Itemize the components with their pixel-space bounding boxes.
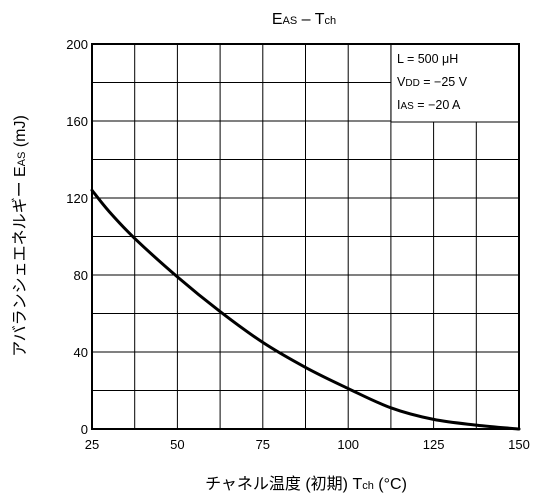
annotation-vdd: VDD = −25 V	[397, 75, 468, 89]
x-tick-label-5: 150	[508, 437, 530, 452]
y-tick-label-5: 200	[66, 37, 88, 52]
x-axis-label: チャネル温度 (初期) Tch (°C)	[205, 475, 407, 493]
y-axis-label: アバランシェエネルギー EAS (mJ)	[11, 115, 29, 357]
x-tick-label-3: 100	[337, 437, 359, 452]
annotation-inductance: L = 500 μH	[397, 52, 458, 66]
tick-labels: 25 50 75 100 125 150 0 40 80 120 160 200	[66, 37, 530, 452]
y-tick-label-3: 120	[66, 191, 88, 206]
x-tick-label-1: 50	[170, 437, 184, 452]
annotation-ias: IAS = −20 A	[397, 98, 461, 112]
title-sub2: ch	[325, 15, 337, 27]
series-line-eas	[90, 188, 521, 431]
y-tick-label-1: 40	[74, 345, 88, 360]
title-sep: – T	[297, 11, 325, 28]
chart-title: EAS – Tch	[272, 11, 336, 28]
y-tick-label-0: 0	[81, 422, 88, 437]
annotation-frame	[390, 43, 520, 123]
x-tick-label-4: 125	[423, 437, 445, 452]
y-tick-label-4: 160	[66, 114, 88, 129]
annotation-box: L = 500 μH VDD = −25 V IAS = −20 A	[390, 43, 520, 123]
y-tick-label-2: 80	[74, 268, 88, 283]
title-sub: AS	[283, 15, 298, 27]
title-main: E	[272, 11, 283, 28]
plot-frame	[91, 43, 520, 430]
x-tick-label-2: 75	[256, 437, 270, 452]
x-tick-label-0: 25	[85, 437, 99, 452]
